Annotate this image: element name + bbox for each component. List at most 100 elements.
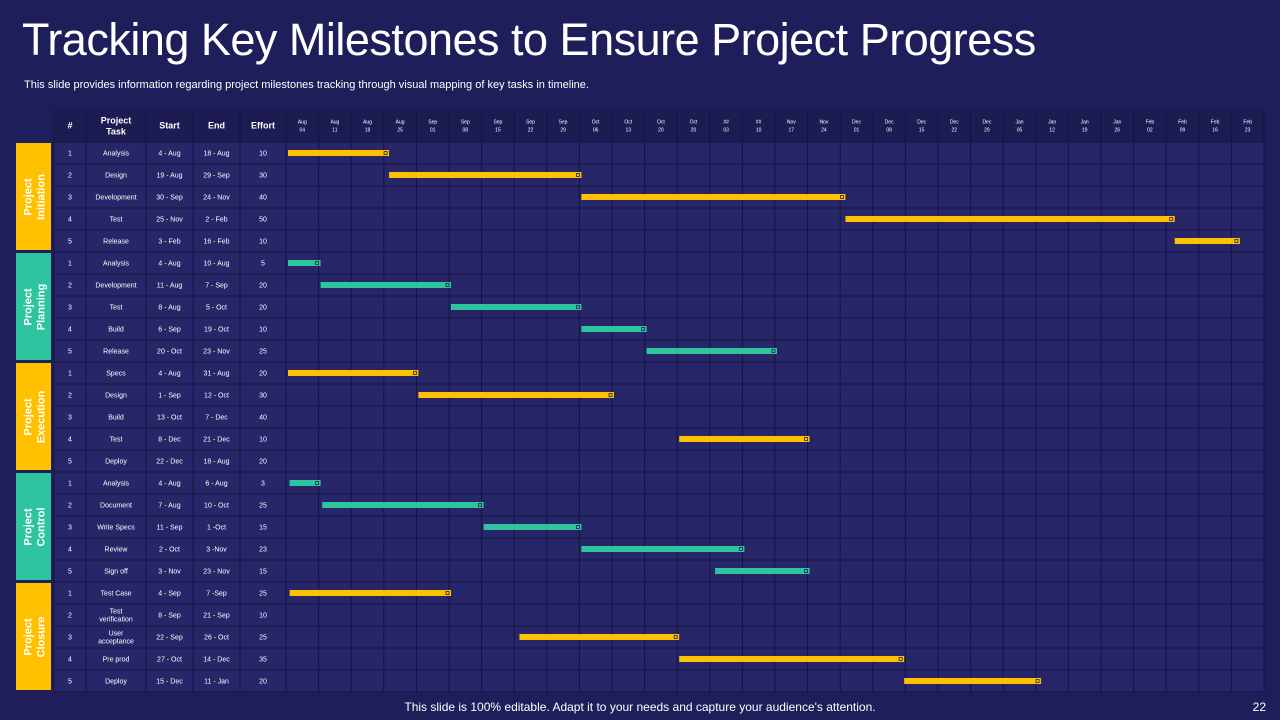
page-number: 22 <box>1252 700 1266 714</box>
timeline-day-label: 12 <box>1049 128 1055 134</box>
timeline-day-label: 22 <box>528 128 534 134</box>
task-number: 5 <box>68 459 72 466</box>
timeline-day-label: 04 <box>300 128 306 134</box>
task-end: 23 - Nov <box>203 569 230 576</box>
timeline-day-label: 08 <box>886 128 892 134</box>
task-end: 7 - Sep <box>205 283 228 290</box>
task-end: 24 - Nov <box>203 195 230 202</box>
task-number: 2 <box>68 393 72 400</box>
timeline-month-label: Oct <box>592 120 600 126</box>
bar-end-marker <box>1234 239 1239 243</box>
task-end: 29 - Sep <box>203 173 230 180</box>
timeline-day-label: 02 <box>1147 128 1153 134</box>
timeline-month-label: Sep <box>559 120 568 126</box>
bar-end-marker <box>898 657 903 661</box>
timeline-month-label: Feb <box>1146 120 1155 126</box>
task-name: Deploy <box>105 679 127 686</box>
task-number: 1 <box>68 481 72 488</box>
task-end: 31 - Aug <box>203 371 229 378</box>
task-start: 3 - Nov <box>158 569 181 576</box>
gantt-bar <box>418 392 614 398</box>
task-number: 1 <box>68 261 72 268</box>
gantt-bar <box>451 304 582 310</box>
task-start: 22 - Dec <box>156 459 183 466</box>
bar-end-marker <box>445 283 450 287</box>
timeline-month-label: ## <box>756 120 762 126</box>
task-start: 13 - Oct <box>157 415 182 422</box>
task-end: 18 - Aug <box>203 459 229 466</box>
task-name: verification <box>99 617 133 624</box>
bar-end-marker <box>383 151 388 155</box>
task-number: 4 <box>68 327 72 334</box>
task-number: 2 <box>68 613 72 620</box>
timeline-day-label: 29 <box>560 128 566 134</box>
bar-end-marker <box>478 503 483 507</box>
task-effort: 10 <box>259 239 267 246</box>
timeline-day-label: 26 <box>1115 128 1121 134</box>
gantt-bar <box>646 348 777 354</box>
task-number: 4 <box>68 547 72 554</box>
timeline-month-label: Dec <box>852 120 861 126</box>
group-label-block <box>16 253 51 360</box>
timeline-month-label: Dec <box>917 120 926 126</box>
page-title: Tracking Key Milestones to Ensure Projec… <box>22 14 1036 65</box>
gantt-bar <box>679 656 905 662</box>
timeline-month-label: Oct <box>624 120 632 126</box>
gantt-bar <box>519 634 680 640</box>
task-effort: 10 <box>259 327 267 334</box>
timeline-month-label: Aug <box>330 120 339 126</box>
task-start: 2 - Oct <box>159 547 180 554</box>
task-effort: 20 <box>259 679 267 686</box>
task-start: 3 - Feb <box>158 239 180 246</box>
gantt-bar <box>288 370 419 376</box>
bar-end-marker <box>739 547 743 551</box>
task-effort: 10 <box>259 613 267 620</box>
timeline-day-label: 15 <box>495 128 501 134</box>
task-number: 2 <box>68 283 72 290</box>
task-name: Release <box>103 349 129 356</box>
timeline-month-label: Aug <box>396 120 405 126</box>
task-name: Analysis <box>103 151 130 158</box>
task-name: Design <box>105 393 127 400</box>
gantt-bar <box>679 436 810 442</box>
gantt-bar <box>322 502 484 508</box>
timeline-month-label: Sep <box>428 120 437 126</box>
task-effort: 40 <box>259 415 267 422</box>
task-number: 3 <box>68 635 72 642</box>
bar-end-marker <box>315 481 320 485</box>
bar-end-marker <box>1169 217 1174 221</box>
bar-end-marker <box>412 371 417 375</box>
table-body-bg <box>54 142 1264 692</box>
gantt-bar <box>904 678 1042 684</box>
gantt-bar <box>389 172 582 178</box>
bar-end-marker <box>804 437 808 441</box>
task-effort: 15 <box>259 525 267 532</box>
gantt-bar <box>581 326 647 332</box>
timeline-month-label: Aug <box>363 120 372 126</box>
task-end: 26 - Oct <box>204 635 229 642</box>
gantt-bar <box>1174 238 1240 244</box>
task-start: 7 - Aug <box>158 503 180 510</box>
gantt-bar <box>320 282 451 288</box>
timeline-month-label: Jan <box>1048 120 1056 126</box>
bar-end-marker <box>608 393 613 397</box>
task-end: 21 - Dec <box>203 437 230 444</box>
timeline-day-label: 23 <box>1245 128 1251 134</box>
task-effort: 15 <box>259 569 267 576</box>
task-start: 4 - Aug <box>158 261 180 268</box>
task-number: 4 <box>68 217 72 224</box>
task-end: 11 - Jan <box>204 679 229 686</box>
task-start: 4 - Aug <box>158 371 180 378</box>
task-end: 7 - Dec <box>205 415 228 422</box>
timeline-day-label: 17 <box>789 128 795 134</box>
footer-note: This slide is 100% editable. Adapt it to… <box>404 700 876 714</box>
task-end: 12 - Oct <box>204 393 229 400</box>
timeline-day-label: 03 <box>723 128 729 134</box>
timeline-month-label: Aug <box>298 120 307 126</box>
task-end: 14 - Dec <box>203 657 230 664</box>
task-name: Build <box>108 327 124 334</box>
task-number: 4 <box>68 437 72 444</box>
task-name: Analysis <box>103 481 130 488</box>
task-name: Test <box>110 609 123 616</box>
task-end: 19 - Oct <box>204 327 229 334</box>
